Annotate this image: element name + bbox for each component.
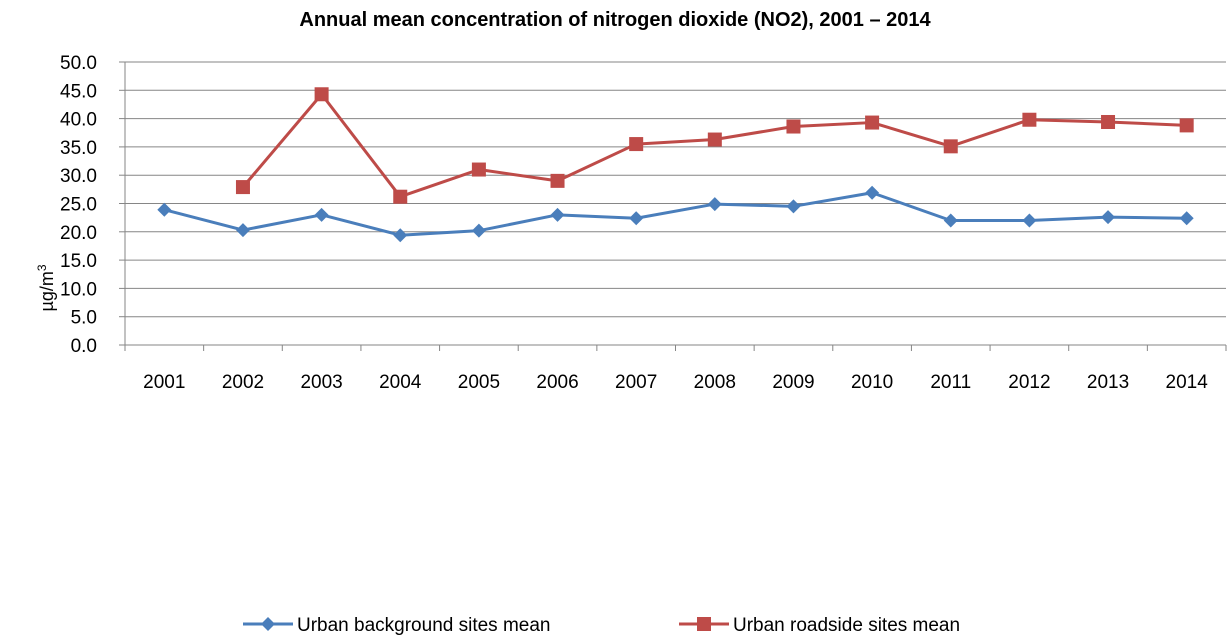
- legend-marker: [697, 617, 711, 631]
- data-point: [707, 197, 722, 212]
- data-series: [157, 87, 1194, 243]
- y-axis-label-unit: µg/m: [37, 271, 57, 311]
- x-tick-label: 2009: [772, 372, 814, 393]
- data-point: [629, 211, 644, 226]
- x-tick-label: 2008: [694, 372, 736, 393]
- legend-label: Urban background sites mean: [297, 615, 550, 636]
- y-tick-label: 10.0: [60, 279, 97, 300]
- data-point: [314, 87, 329, 102]
- x-tick-label: 2012: [1008, 372, 1050, 393]
- y-tick-label: 40.0: [60, 110, 97, 131]
- y-axis-label: µg/m3: [35, 264, 57, 311]
- data-point: [1179, 118, 1194, 133]
- data-point: [471, 223, 486, 238]
- data-point: [1101, 210, 1116, 225]
- x-tick-label: 2013: [1087, 372, 1129, 393]
- data-point: [393, 228, 408, 243]
- data-point: [943, 139, 958, 154]
- x-tick-label: 2011: [930, 372, 971, 393]
- x-tick-label: 2007: [615, 372, 657, 393]
- series-1: [157, 185, 1194, 243]
- y-tick-label: 45.0: [60, 81, 97, 102]
- data-point: [865, 185, 880, 200]
- legend-label: Urban roadside sites mean: [733, 615, 960, 636]
- data-point: [943, 213, 958, 228]
- x-tick-label: 2004: [379, 372, 422, 393]
- x-tick-label: 2014: [1166, 372, 1209, 393]
- y-tick-label: 50.0: [60, 53, 97, 74]
- data-point: [235, 180, 250, 195]
- y-tick-label: 5.0: [71, 308, 97, 329]
- data-point: [550, 173, 565, 188]
- data-point: [393, 189, 408, 204]
- y-tick-label: 0.0: [71, 336, 97, 357]
- data-point: [314, 207, 329, 222]
- x-tick-label: 2006: [536, 372, 578, 393]
- data-point: [707, 132, 722, 147]
- legend-entry: Urban background sites mean: [243, 615, 550, 636]
- series-line: [163, 191, 1187, 237]
- x-tick-label: 2001: [143, 372, 185, 393]
- x-tick-label: 2002: [222, 372, 264, 393]
- y-tick-label: 15.0: [60, 251, 97, 272]
- series-2: [235, 87, 1194, 204]
- y-axis-label-superscript: 3: [35, 264, 49, 271]
- x-axis-tick-labels: 2001 2002 2003 2004 2005 2006 2007 2008 2009 2010…: [143, 372, 1208, 393]
- data-point: [786, 199, 801, 214]
- data-point: [629, 137, 644, 152]
- data-point: [865, 115, 880, 130]
- y-axis-tick-labels: 0.0 5.0 10.0 15.0 20.0 25.0 30.0 35.0 40.0 45.0 50…: [60, 53, 97, 357]
- data-point: [1022, 213, 1037, 228]
- data-point: [550, 207, 565, 222]
- data-point: [471, 162, 486, 177]
- axes: [119, 61, 1227, 351]
- y-tick-label: 30.0: [60, 166, 97, 187]
- data-point: [235, 223, 250, 238]
- y-tick-label: 35.0: [60, 138, 97, 159]
- data-point: [786, 119, 801, 134]
- grid-lines: [125, 61, 1226, 318]
- legend-marker: [261, 617, 275, 631]
- data-point: [1101, 114, 1116, 129]
- data-point: [1179, 211, 1194, 226]
- data-point: [157, 202, 172, 217]
- y-tick-label: 20.0: [60, 223, 97, 244]
- chart-title: Annual mean concentration of nitrogen di…: [299, 9, 931, 31]
- y-tick-label: 25.0: [60, 195, 97, 216]
- x-tick-label: 2010: [851, 372, 893, 393]
- x-tick-label: 2003: [300, 372, 342, 393]
- legend-entry: Urban roadside sites mean: [679, 615, 960, 636]
- legend: Urban background sites mean Urban roadsid…: [243, 615, 960, 636]
- x-tick-label: 2005: [458, 372, 500, 393]
- data-point: [1022, 112, 1037, 127]
